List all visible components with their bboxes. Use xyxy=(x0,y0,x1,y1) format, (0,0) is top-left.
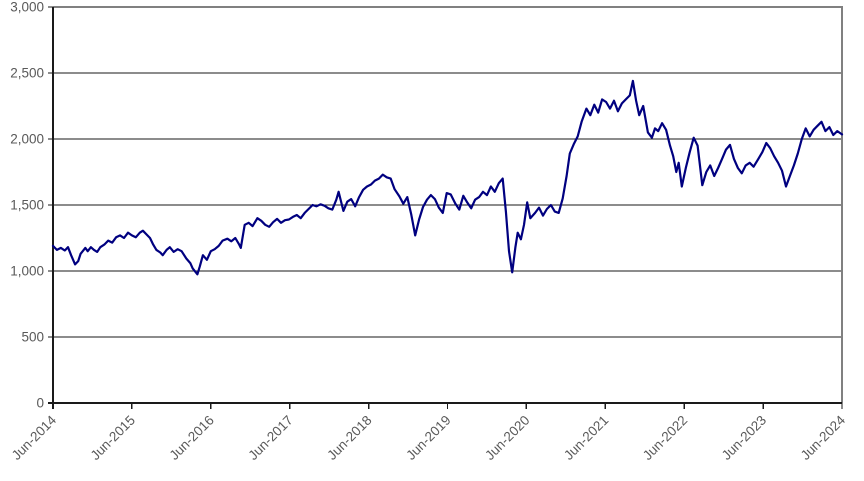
x-tick-label: Jun-2021 xyxy=(561,413,611,463)
x-tick-label: Jun-2016 xyxy=(167,413,217,463)
price-line xyxy=(51,79,844,276)
x-tick-label: Jun-2018 xyxy=(324,413,374,463)
x-tick-label: Jun-2020 xyxy=(482,413,532,463)
x-tick-label: Jun-2024 xyxy=(798,412,849,463)
y-tick-label: 2,500 xyxy=(10,66,44,81)
x-tick-label: Jun-2017 xyxy=(245,413,295,463)
x-tick-label: Jun-2023 xyxy=(719,413,769,463)
y-tick-label: 2,000 xyxy=(10,132,44,147)
y-tick-label: 500 xyxy=(21,330,44,345)
x-tick-label: Jun-2014 xyxy=(9,412,60,463)
y-tick-label: 0 xyxy=(36,396,44,411)
x-tick-label: Jun-2022 xyxy=(640,413,690,463)
y-tick-label: 3,000 xyxy=(10,0,44,15)
y-tick-label: 1,000 xyxy=(10,264,44,279)
x-tick-label: Jun-2015 xyxy=(88,413,138,463)
x-tick-label: Jun-2019 xyxy=(403,413,453,463)
y-tick-label: 1,500 xyxy=(10,198,44,213)
